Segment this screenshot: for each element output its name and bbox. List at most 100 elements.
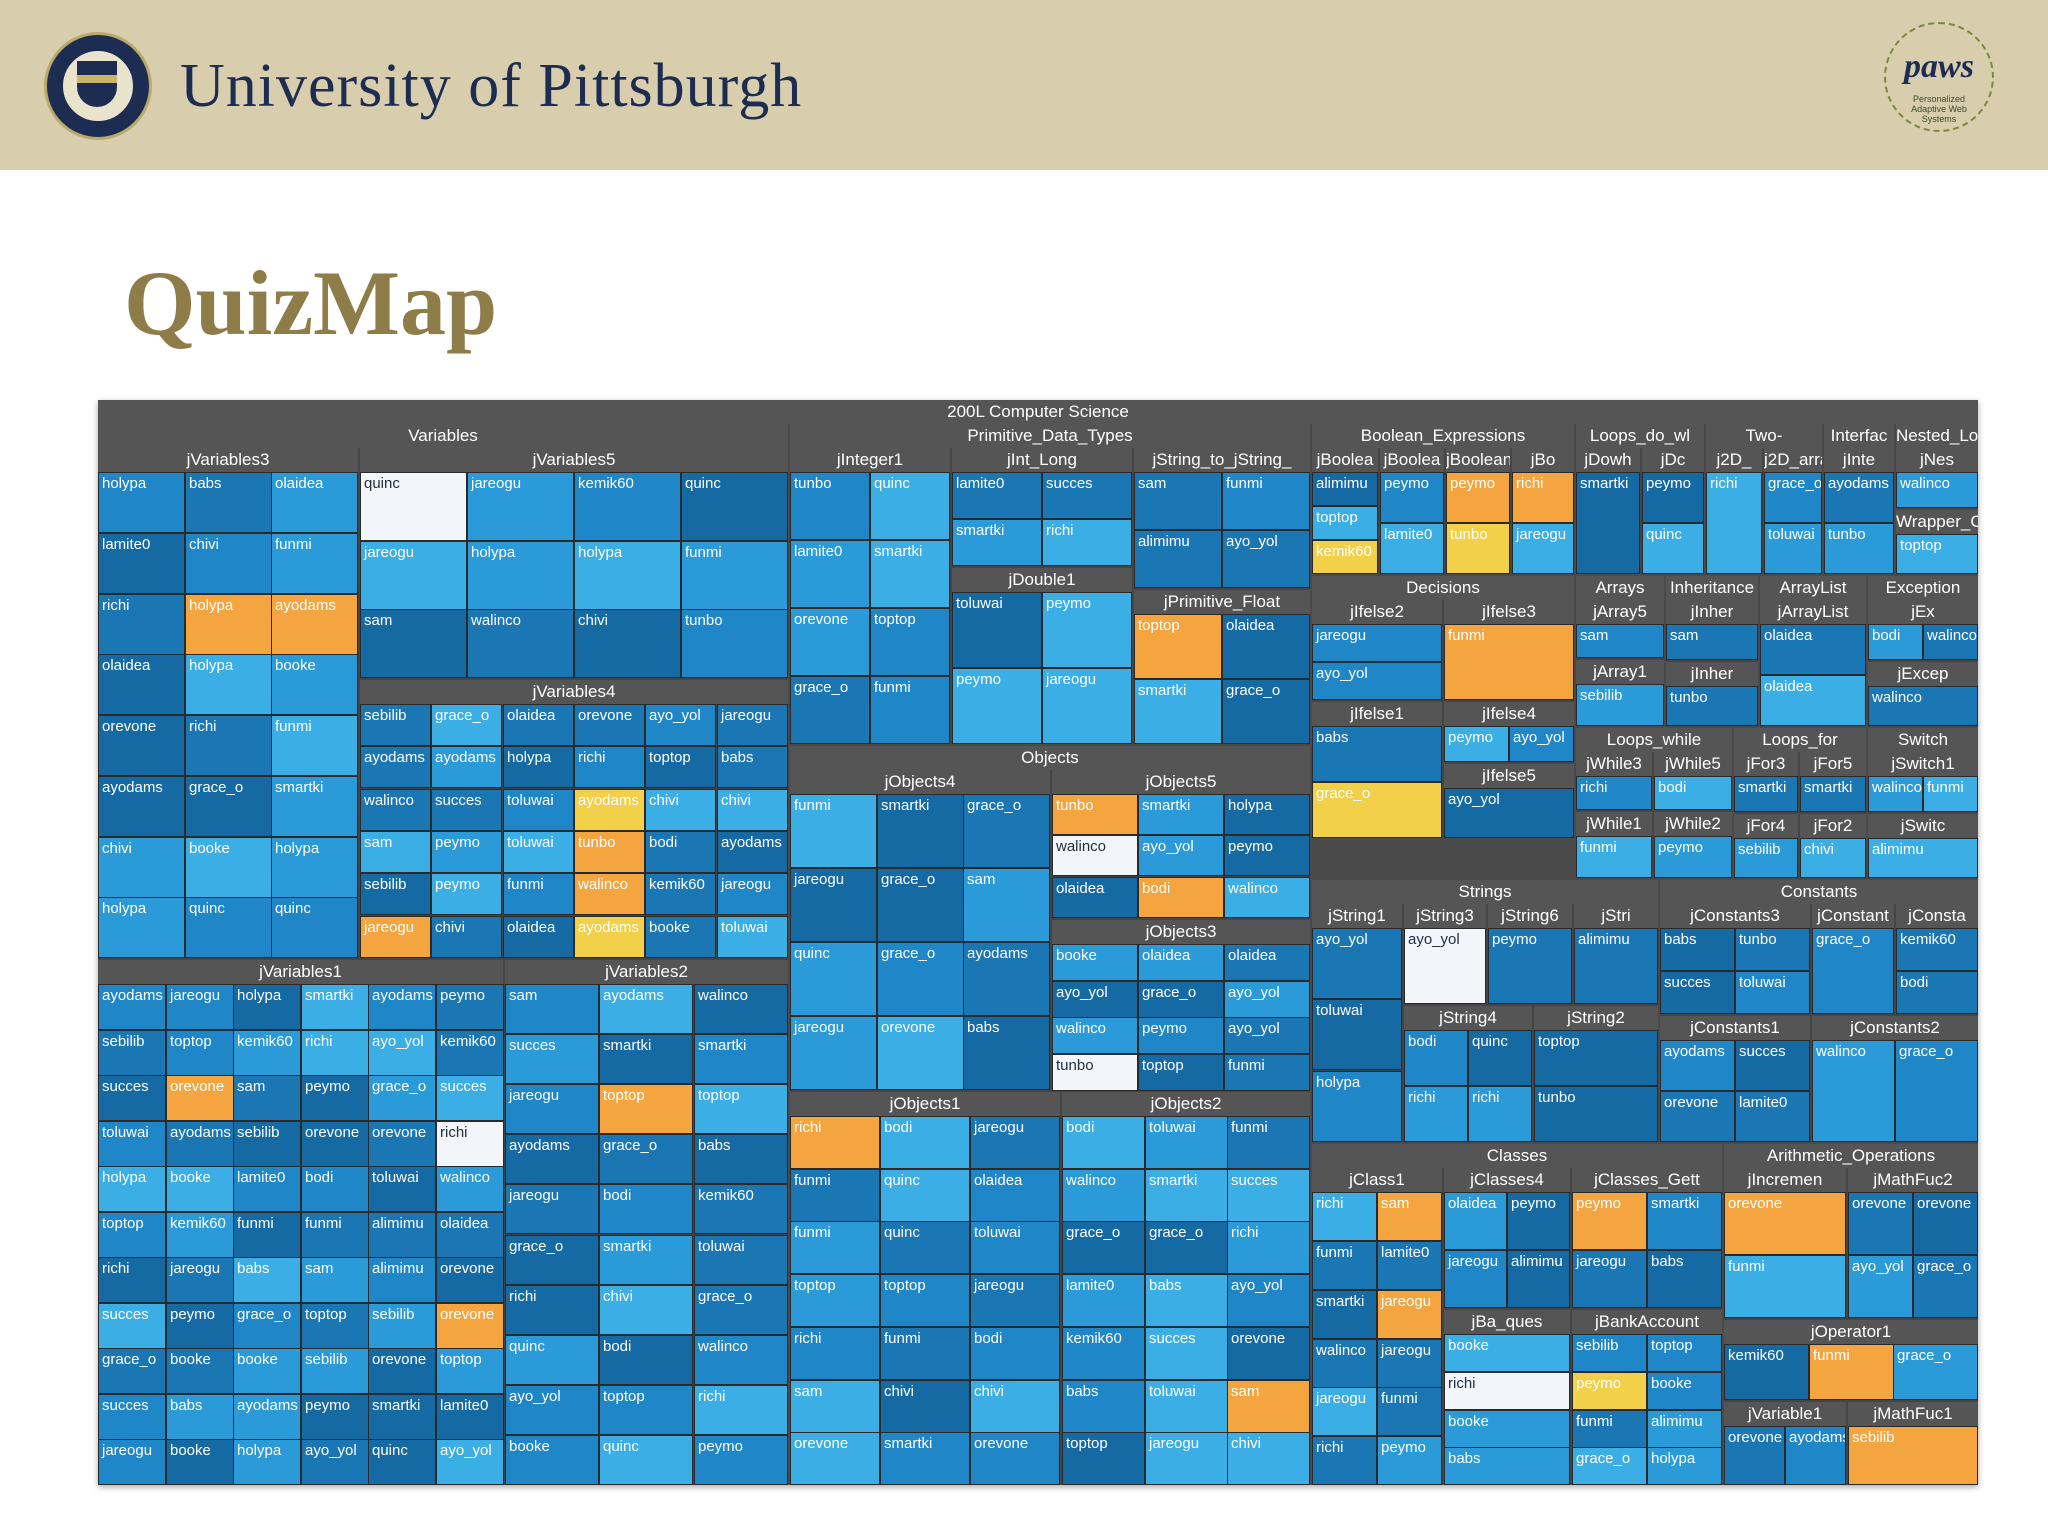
student-cell[interactable]: ayo_yol [1227, 1274, 1310, 1327]
student-cell[interactable]: kemik60 [694, 1184, 788, 1234]
student-cell[interactable]: walinco [574, 873, 645, 915]
student-cell[interactable]: funmi [1377, 1387, 1442, 1436]
student-cell[interactable]: ayo_yol [1312, 662, 1442, 700]
student-cell[interactable]: grace_o [1222, 679, 1310, 744]
student-cell[interactable]: chivi [717, 789, 788, 831]
student-cell[interactable]: toptop [166, 1030, 234, 1076]
student-cell[interactable]: alimimu [1312, 472, 1378, 506]
student-cell[interactable]: babs [185, 472, 272, 533]
student-cell[interactable]: succes [1227, 1169, 1310, 1222]
student-cell[interactable]: ayo_yol [301, 1439, 369, 1485]
student-cell[interactable]: chivi [1227, 1432, 1310, 1485]
student-cell[interactable]: holypa [271, 837, 358, 898]
student-cell[interactable]: walinco [1812, 1040, 1895, 1142]
student-cell[interactable]: holypa [98, 472, 185, 533]
student-cell[interactable]: peymo [1380, 472, 1444, 523]
student-cell[interactable]: ayo_yol [1848, 1255, 1913, 1318]
student-cell[interactable]: ayodams [717, 831, 788, 873]
student-cell[interactable]: toluwai [952, 592, 1042, 668]
student-cell[interactable]: holypa [503, 746, 574, 788]
student-cell[interactable]: tunbo [1052, 1054, 1138, 1091]
student-cell[interactable]: holypa [574, 541, 681, 610]
student-cell[interactable]: bodi [599, 1335, 693, 1385]
student-cell[interactable]: grace_o [1764, 472, 1822, 523]
student-cell[interactable]: grace_o [1138, 981, 1224, 1018]
student-cell[interactable]: ayodams [599, 984, 693, 1034]
student-cell[interactable]: ayodams [360, 746, 431, 788]
student-cell[interactable]: walinco [1923, 624, 1978, 660]
student-cell[interactable]: peymo [1446, 472, 1510, 523]
student-cell[interactable]: walinco [1896, 472, 1978, 508]
student-cell[interactable]: walinco [360, 789, 431, 831]
student-cell[interactable]: lamite0 [436, 1394, 504, 1440]
student-cell[interactable]: booke [166, 1348, 234, 1394]
student-cell[interactable]: alimimu [1574, 928, 1658, 1004]
student-cell[interactable]: toluwai [1764, 523, 1822, 574]
student-cell[interactable]: ayodams [368, 984, 436, 1030]
student-cell[interactable]: walinco [1052, 1017, 1138, 1054]
student-cell[interactable]: orevone [1227, 1327, 1310, 1380]
student-cell[interactable]: quinc [185, 897, 272, 958]
student-cell[interactable]: sebilib [301, 1348, 369, 1394]
student-cell[interactable]: alimimu [368, 1212, 436, 1258]
student-cell[interactable]: chivi [431, 916, 502, 958]
student-cell[interactable]: sebilib [1734, 838, 1798, 878]
student-cell[interactable]: orevone [574, 704, 645, 746]
student-cell[interactable]: holypa [1312, 1071, 1402, 1142]
student-cell[interactable]: holypa [1224, 794, 1310, 835]
student-cell[interactable]: toptop [599, 1084, 693, 1134]
student-cell[interactable]: quinc [1642, 523, 1704, 574]
student-cell[interactable]: jareogu [717, 704, 788, 746]
student-cell[interactable]: jareogu [790, 868, 877, 942]
student-cell[interactable]: sebilib [1848, 1426, 1978, 1485]
student-cell[interactable]: jareogu [360, 916, 431, 958]
student-cell[interactable]: sam [1227, 1380, 1310, 1433]
student-cell[interactable]: grace_o [505, 1235, 599, 1285]
student-cell[interactable]: lamite0 [1062, 1274, 1145, 1327]
student-cell[interactable]: orevone [98, 715, 185, 776]
student-cell[interactable]: orevone [970, 1432, 1060, 1485]
student-cell[interactable]: booke [1444, 1410, 1570, 1448]
student-cell[interactable]: quinc [271, 897, 358, 958]
student-cell[interactable]: kemik60 [1724, 1344, 1809, 1400]
student-cell[interactable]: ayodams [1824, 472, 1894, 523]
quizmap-treemap[interactable]: 200L Computer Science Variables jVariables… [98, 400, 1978, 1485]
student-cell[interactable]: jareogu [467, 472, 574, 541]
student-cell[interactable]: smartki [1134, 679, 1222, 744]
student-cell[interactable]: quinc [505, 1335, 599, 1385]
student-cell[interactable]: peymo [1488, 928, 1572, 1004]
student-cell[interactable]: peymo [1138, 1017, 1224, 1054]
student-cell[interactable]: kemik60 [166, 1212, 234, 1258]
student-cell[interactable]: sam [360, 609, 467, 678]
student-cell[interactable]: ayodams [574, 789, 645, 831]
student-cell[interactable]: olaidea [1760, 624, 1866, 675]
student-cell[interactable]: quinc [1468, 1030, 1532, 1086]
student-cell[interactable]: succes [98, 1394, 166, 1440]
student-cell[interactable]: quinc [599, 1435, 693, 1485]
student-cell[interactable]: grace_o [599, 1134, 693, 1184]
student-cell[interactable]: smartki [1145, 1169, 1228, 1222]
student-cell[interactable]: orevone [790, 1432, 880, 1485]
student-cell[interactable]: sebilib [368, 1303, 436, 1349]
student-cell[interactable]: toptop [880, 1274, 970, 1327]
student-cell[interactable]: funmi [233, 1212, 301, 1258]
student-cell[interactable]: olaidea [436, 1212, 504, 1258]
student-cell[interactable]: toluwai [1312, 999, 1402, 1070]
student-cell[interactable]: richi [1706, 472, 1762, 574]
student-cell[interactable]: kemik60 [574, 472, 681, 541]
student-cell[interactable]: walinco [1052, 835, 1138, 876]
student-cell[interactable]: grace_o [694, 1285, 788, 1335]
student-cell[interactable]: toluwai [98, 1121, 166, 1167]
student-cell[interactable]: olaidea [1138, 944, 1224, 981]
student-cell[interactable]: funmi [880, 1327, 970, 1380]
student-cell[interactable]: smartki [952, 519, 1042, 566]
student-cell[interactable]: ayo_yol [1224, 981, 1310, 1018]
student-cell[interactable]: babs [1660, 928, 1735, 971]
student-cell[interactable]: richi [301, 1030, 369, 1076]
student-cell[interactable]: ayodams [166, 1121, 234, 1167]
student-cell[interactable]: peymo [1042, 592, 1132, 668]
student-cell[interactable]: sam [360, 831, 431, 873]
student-cell[interactable]: booke [1444, 1334, 1570, 1372]
student-cell[interactable]: quinc [368, 1439, 436, 1485]
student-cell[interactable]: grace_o [185, 776, 272, 837]
